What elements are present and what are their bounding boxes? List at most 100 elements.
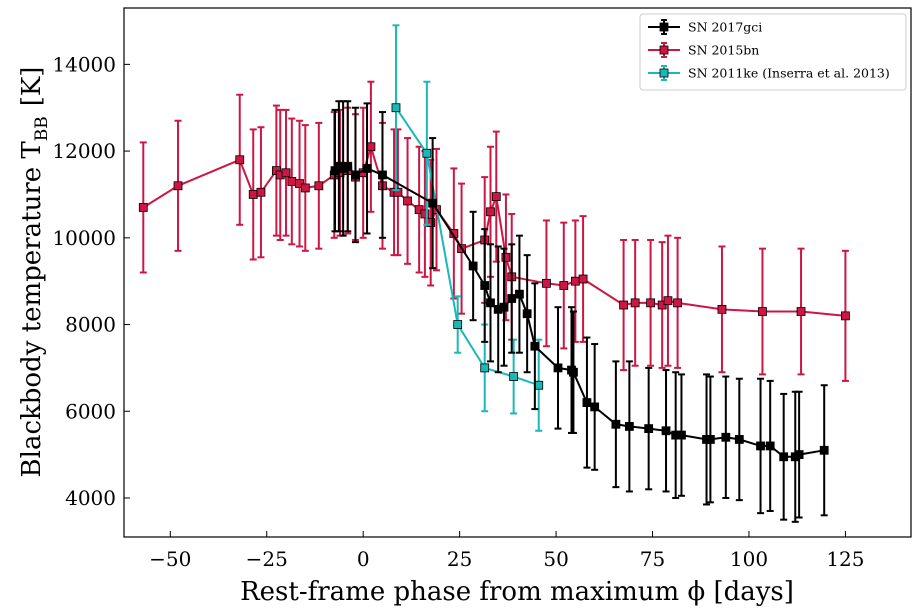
- data-point: [758, 307, 767, 316]
- legend-marker: [659, 22, 669, 32]
- data-point: [559, 281, 569, 290]
- data-point: [314, 181, 324, 191]
- data-point: [661, 426, 671, 436]
- data-point: [570, 276, 580, 286]
- series-line: [142, 143, 846, 317]
- data-point: [343, 161, 353, 171]
- legend-label: SN 2017gci: [688, 20, 762, 35]
- data-point: [578, 274, 588, 284]
- data-point: [553, 363, 563, 373]
- y-axis-label-group: Blackbody temperature TBB [K]: [17, 67, 52, 478]
- x-tick-label: 25: [447, 547, 472, 571]
- data-point: [366, 142, 376, 152]
- data-point: [630, 298, 640, 308]
- data-point: [453, 320, 463, 329]
- legend-entry-sn-2015bn: SN 2015bn: [648, 42, 759, 58]
- series-sn-2011ke-inserra-et-al-2013: [391, 24, 544, 432]
- data-point: [391, 103, 401, 113]
- y-axis-ticks: 4000 6000 8000 10000 12000 14000: [52, 52, 130, 510]
- data-point: [542, 278, 551, 288]
- x-tick-label: 100: [730, 547, 768, 571]
- data-point: [509, 372, 519, 381]
- y-tick-label: 14000: [52, 52, 116, 76]
- data-point: [569, 367, 578, 377]
- data-point: [515, 289, 524, 299]
- data-point: [717, 304, 727, 314]
- x-tick-label: 0: [357, 547, 370, 571]
- data-point: [624, 422, 634, 431]
- x-tick-label: −50: [149, 547, 191, 571]
- data-point: [499, 302, 509, 312]
- data-point: [393, 187, 403, 197]
- data-point: [590, 402, 600, 412]
- data-point: [796, 307, 806, 316]
- data-point: [281, 168, 291, 178]
- x-tick-label: 75: [640, 547, 665, 571]
- data-point: [256, 187, 266, 197]
- y-axis-label-subscript: BB: [32, 116, 52, 141]
- data-point: [403, 196, 412, 206]
- x-tick-label: −25: [246, 547, 288, 571]
- x-tick-label: 125: [826, 547, 864, 571]
- legend-entry-sn-2011ke-inserra-et-al-2013: SN 2011ke (Inserra et al. 2013): [648, 65, 890, 81]
- data-point: [522, 309, 532, 319]
- data-point: [734, 435, 744, 444]
- data-point: [582, 398, 592, 407]
- data-point: [362, 164, 372, 173]
- data-point: [420, 209, 430, 219]
- data-point: [235, 155, 245, 165]
- data-point: [351, 170, 360, 180]
- legend: SN 2017gci SN 2015bn SN 2011ke (Inserra et…: [639, 13, 907, 91]
- data-point: [486, 207, 495, 217]
- y-axis-label: Blackbody temperature T: [17, 141, 47, 478]
- data-point: [300, 183, 310, 193]
- data-point: [378, 170, 387, 180]
- y-tick-label: 6000: [65, 399, 116, 423]
- data-point: [619, 300, 628, 310]
- legend-box: [639, 13, 907, 91]
- data-point: [841, 311, 850, 321]
- legend-marker: [659, 68, 669, 78]
- data-point: [491, 192, 501, 202]
- data-point: [468, 261, 478, 271]
- data-point: [644, 424, 654, 433]
- legend-label: SN 2011ke (Inserra et al. 2013): [688, 66, 890, 81]
- data-point: [794, 450, 804, 460]
- x-tick-label: 50: [543, 547, 568, 571]
- y-tick-label: 4000: [65, 486, 116, 510]
- data-point: [507, 294, 517, 303]
- data-point: [480, 281, 490, 290]
- series-layer: [138, 24, 850, 523]
- data-point: [721, 432, 731, 442]
- data-point: [756, 441, 765, 451]
- data-point: [705, 435, 715, 444]
- data-point: [422, 148, 432, 158]
- data-point: [138, 203, 148, 212]
- data-point: [534, 380, 544, 390]
- x-axis-ticks: −50 −25 0 25 50 75 100 125: [149, 531, 865, 571]
- y-axis-label-unit: [K]: [17, 67, 47, 107]
- data-point: [501, 252, 511, 262]
- legend-marker: [659, 45, 669, 55]
- data-point: [486, 298, 495, 308]
- y-tick-label: 12000: [52, 139, 116, 163]
- plot-frame: [123, 7, 912, 538]
- data-point: [663, 296, 673, 306]
- data-point: [779, 452, 789, 462]
- y-tick-label: 8000: [65, 313, 116, 337]
- data-point: [530, 341, 540, 351]
- data-point: [677, 430, 686, 440]
- series-sn-2017gci: [330, 100, 829, 523]
- data-point: [287, 177, 297, 186]
- legend-label: SN 2015bn: [688, 43, 759, 58]
- series-sn-2015bn: [138, 80, 850, 382]
- data-point: [173, 181, 183, 191]
- data-point: [819, 445, 829, 455]
- data-point: [765, 441, 775, 451]
- data-point: [646, 298, 655, 308]
- legend-entry-sn-2017gci: SN 2017gci: [648, 19, 762, 35]
- data-point: [428, 198, 438, 208]
- data-point: [611, 419, 621, 429]
- svg-text:Blackbody temperature TBB[K]: Blackbody temperature TBB [K]: [17, 67, 52, 478]
